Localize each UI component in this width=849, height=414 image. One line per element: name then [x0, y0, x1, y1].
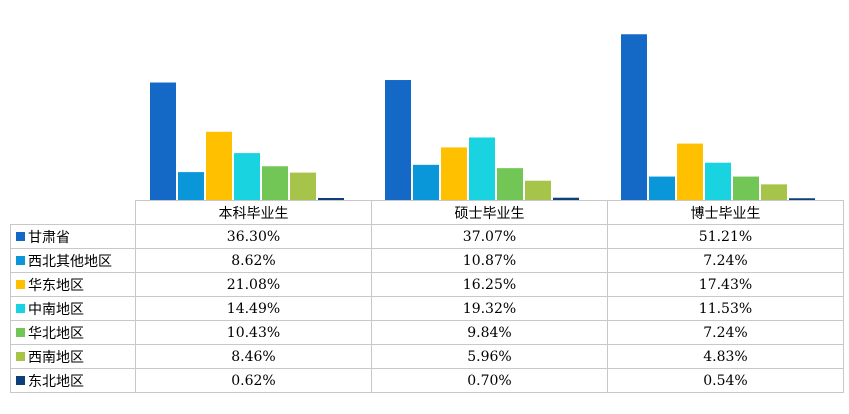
- legend-swatch: [16, 351, 25, 361]
- bar: [497, 168, 523, 200]
- legend-label: 西北其他地区: [28, 253, 112, 270]
- legend-swatch: [16, 303, 25, 313]
- column-header-undergraduate: 本科毕业生: [135, 200, 372, 225]
- table-cell-value: 11.53%: [607, 296, 844, 321]
- table-cell-value: 10.43%: [135, 320, 372, 345]
- table-cell-value: 36.30%: [135, 224, 372, 249]
- legend-entry: 西南地区: [10, 344, 136, 369]
- table-row: 西南地区 8.46% 5.96% 4.83%: [10, 344, 844, 369]
- legend-entry: 西北其他地区: [10, 248, 136, 273]
- legend-entry: 华东地区: [10, 272, 136, 297]
- bar: [318, 197, 344, 200]
- table-cell-value: 9.84%: [371, 320, 608, 345]
- table-cell-value: 17.43%: [607, 272, 844, 297]
- table-cell-value: 4.83%: [607, 344, 844, 369]
- legend-entry: 东北地区: [10, 368, 136, 393]
- table-cell-value: 16.25%: [371, 272, 608, 297]
- legend-swatch: [16, 255, 25, 265]
- column-header-master: 硕士毕业生: [371, 200, 608, 225]
- table-cell-value: 7.24%: [607, 248, 844, 273]
- bar: [761, 184, 787, 200]
- table-row: 东北地区 0.62% 0.70% 0.54%: [10, 368, 844, 393]
- table-corner-cell: [10, 200, 136, 225]
- table-header-row: 本科毕业生 硕士毕业生 博士毕业生: [10, 200, 844, 225]
- table-cell-value: 21.08%: [135, 272, 372, 297]
- bar: [178, 172, 204, 200]
- table-row: 中南地区 14.49% 19.32% 11.53%: [10, 296, 844, 321]
- legend-label: 华东地区: [28, 277, 84, 294]
- data-table: 本科毕业生 硕士毕业生 博士毕业生 甘肃省 36.30% 37.07% 51.21% 西…: [10, 200, 844, 393]
- table-row: 华东地区 21.08% 16.25% 17.43%: [10, 272, 844, 297]
- column-header-doctor: 博士毕业生: [607, 200, 844, 225]
- bar: [469, 137, 495, 200]
- table-cell-value: 5.96%: [371, 344, 608, 369]
- legend-swatch: [16, 231, 25, 241]
- legend-label: 中南地区: [28, 301, 84, 318]
- bar: [677, 143, 703, 200]
- table-cell-value: 0.62%: [135, 368, 372, 393]
- bar: [733, 176, 759, 200]
- table-cell-value: 51.21%: [607, 224, 844, 249]
- table-cell-value: 7.24%: [607, 320, 844, 345]
- table-cell-value: 0.70%: [371, 368, 608, 393]
- table-cell-value: 19.32%: [371, 296, 608, 321]
- bar: [553, 197, 579, 200]
- bar: [413, 164, 439, 200]
- bar-chart: [150, 34, 815, 200]
- bar: [150, 82, 176, 200]
- bar: [705, 162, 731, 200]
- bar: [621, 34, 647, 200]
- table-cell-value: 0.54%: [607, 368, 844, 393]
- legend-label: 甘肃省: [28, 229, 70, 246]
- table-cell-value: 10.87%: [371, 248, 608, 273]
- legend-label: 华北地区: [28, 325, 84, 342]
- legend-swatch: [16, 327, 25, 337]
- bar: [262, 166, 288, 200]
- table-cell-value: 14.49%: [135, 296, 372, 321]
- table-row: 甘肃省 36.30% 37.07% 51.21%: [10, 224, 844, 249]
- legend-label: 东北地区: [28, 373, 84, 390]
- bar: [385, 80, 411, 200]
- legend-entry: 华北地区: [10, 320, 136, 345]
- bar: [789, 198, 815, 200]
- table-cell-value: 37.07%: [371, 224, 608, 249]
- legend-entry: 甘肃省: [10, 224, 136, 249]
- table-row: 西北其他地区 8.62% 10.87% 7.24%: [10, 248, 844, 273]
- legend-label: 西南地区: [28, 349, 84, 366]
- bar: [649, 176, 675, 200]
- bar: [206, 131, 232, 200]
- bar: [234, 153, 260, 200]
- bar: [441, 147, 467, 200]
- bar: [290, 172, 316, 200]
- legend-swatch: [16, 279, 25, 289]
- table-row: 华北地区 10.43% 9.84% 7.24%: [10, 320, 844, 345]
- legend-entry: 中南地区: [10, 296, 136, 321]
- legend-swatch: [16, 375, 25, 385]
- table-cell-value: 8.46%: [135, 344, 372, 369]
- bar: [525, 180, 551, 200]
- table-cell-value: 8.62%: [135, 248, 372, 273]
